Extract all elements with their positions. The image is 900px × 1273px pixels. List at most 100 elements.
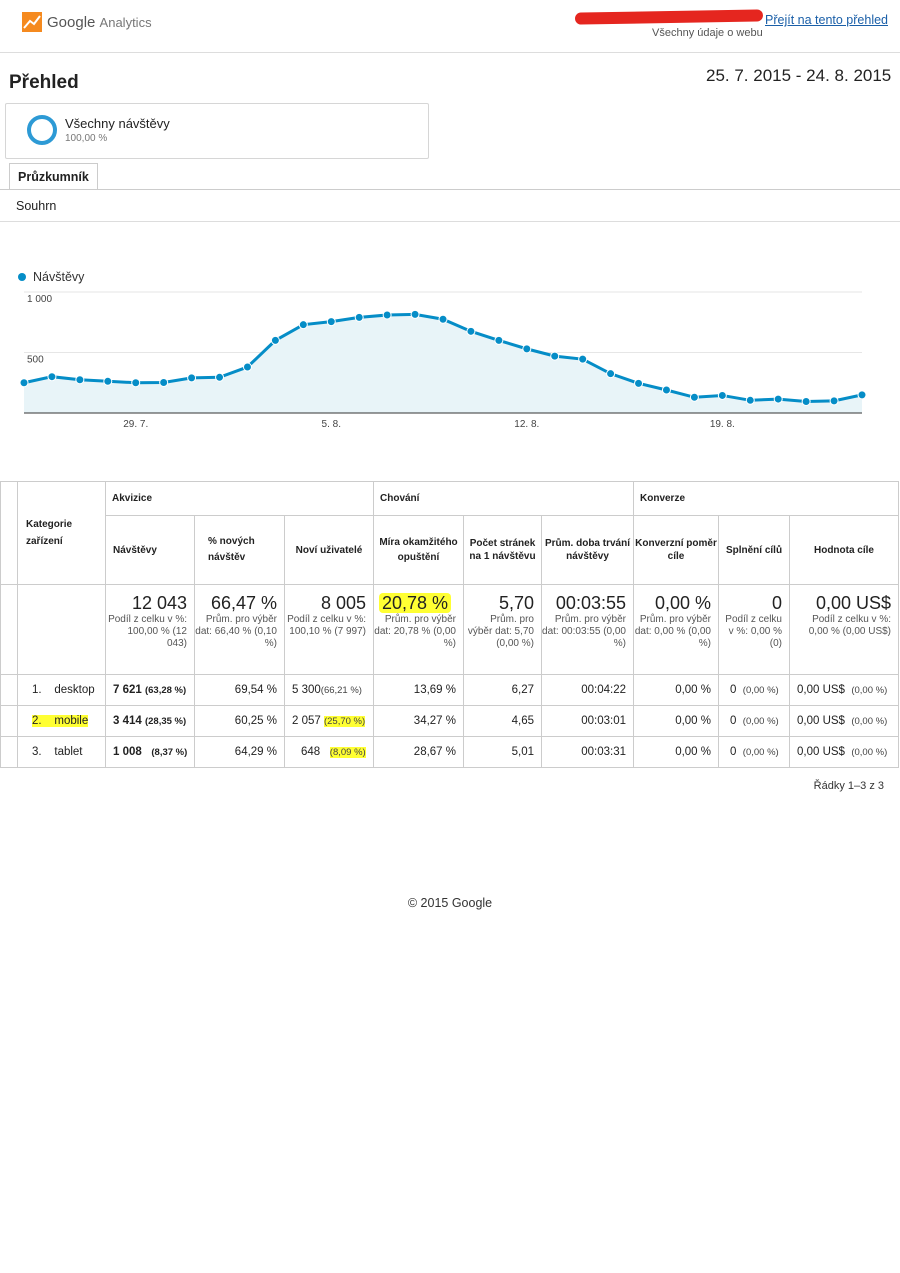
row-splneni: 0 — [730, 746, 737, 758]
summary-hodnota-sub: Podíl z celku v %: 0,00 % (0,00 US$) — [808, 614, 891, 637]
segment-card[interactable]: Všechny návštěvy 100,00 % — [5, 103, 429, 159]
row-konv: 0,00 % — [633, 705, 719, 737]
chart-point — [634, 378, 644, 388]
logo-subtext: Analytics — [99, 14, 152, 30]
device-category-table: Kategorie zařízení Akvizice Chování Konv… — [0, 481, 899, 768]
col-konverzni-pomer[interactable]: Konverzní poměr cíle — [633, 515, 719, 585]
view-scope-label: Všechny údaje o webu — [652, 27, 763, 39]
row-hodnota: 0,00 US$ — [797, 715, 845, 727]
row-doba: 00:03:01 — [541, 705, 634, 737]
col-novi-uzivatele[interactable]: Noví uživatelé — [284, 515, 374, 585]
logo-text: Google — [47, 13, 96, 31]
row-number: 2. — [32, 715, 42, 727]
summary-hodnota: 0,00 US$ — [815, 593, 891, 613]
chart-point — [522, 344, 532, 354]
row-category-link[interactable]: mobile — [54, 715, 89, 727]
col-navstevy[interactable]: Návštěvy — [105, 515, 195, 585]
row-novi: 648 — [301, 746, 321, 758]
date-range[interactable]: 25. 7. 2015 - 24. 8. 2015 — [706, 66, 892, 85]
col-splneni-cilu[interactable]: Splnění cílů — [718, 515, 790, 585]
summary-navstevy: 12 043 — [131, 593, 187, 613]
col-hodnota-cile[interactable]: Hodnota cíle — [789, 515, 899, 585]
group-akvizice: Akvizice — [105, 481, 374, 516]
col-doba-navstevy[interactable]: Prům. doba trvání návštěvy — [541, 515, 634, 585]
chart-point — [689, 392, 699, 402]
segment-name: Všechny návštěvy — [65, 116, 170, 131]
chart-point — [298, 320, 308, 330]
segment-percent: 100,00 % — [65, 133, 108, 144]
summary-nove-sub: Prům. pro výběr dat: 66,40 % (0,10 %) — [195, 614, 277, 649]
row-hodnota-pct: (0,00 %) — [851, 716, 888, 727]
chart-point — [773, 394, 783, 404]
col-pocet-stranek[interactable]: Počet stránek na 1 návštěvu — [463, 515, 542, 585]
chart-point — [326, 317, 336, 327]
summary-doba: 00:03:55 — [555, 593, 626, 613]
legend-label: Návštěvy — [33, 270, 85, 284]
chart-point — [131, 378, 141, 388]
row-splneni-pct: (0,00 %) — [742, 685, 779, 696]
chart-point — [578, 354, 588, 364]
x-tick-label: 12. 8. — [514, 419, 539, 430]
tab-pruzkumnik[interactable]: Průzkumník — [9, 163, 98, 190]
chart-point — [75, 375, 85, 385]
summary-row: 12 043 Podíl z celku v %: 100,00 % (12 04… — [0, 584, 899, 675]
chart-point — [270, 335, 280, 345]
col-nove-navstevy[interactable]: % nových návštěv — [194, 515, 285, 585]
summary-navstevy-sub: Podíl z celku v %: 100,00 % (12 043) — [108, 614, 187, 649]
summary-empty-cell — [0, 584, 18, 675]
summary-novi: 8 005 — [320, 593, 366, 613]
y-tick-label: 1 000 — [27, 294, 52, 305]
summary-mira: 20,78 % — [378, 593, 452, 613]
row-category-link[interactable]: tablet — [54, 746, 83, 758]
chart-point — [606, 369, 616, 379]
goto-report-link[interactable]: Přejít na tento přehled — [765, 13, 888, 27]
row-splneni-pct: (0,00 %) — [742, 716, 779, 727]
row-hodnota-pct: (0,00 %) — [851, 685, 888, 696]
row-novi: 2 057 — [292, 715, 321, 727]
tab-divider — [0, 189, 900, 190]
x-tick-label: 19. 8. — [710, 419, 735, 430]
row-number: 3. — [32, 746, 42, 758]
summary-nove: 66,47 % — [210, 593, 277, 613]
summary-subtab[interactable]: Souhrn — [16, 199, 57, 213]
summary-konv-sub: Prům. pro výběr dat: 0,00 % (0,00 %) — [634, 614, 711, 649]
chart-point — [829, 396, 839, 406]
row-doba: 00:03:31 — [541, 736, 634, 768]
row-category-link[interactable]: desktop — [54, 684, 95, 696]
table-corner — [0, 481, 18, 585]
chart-point — [187, 373, 197, 383]
chart-legend[interactable]: Návštěvy — [18, 270, 84, 284]
row-splneni-pct: (0,00 %) — [742, 747, 779, 758]
visits-line-chart: 500 1 000 29. 7. 5. 8. 12. 8. 19. 8. — [19, 291, 867, 430]
table-row[interactable]: 1. desktop 7 621 (63,28 %) 69,54 % 5 300… — [0, 674, 899, 706]
row-hodnota: 0,00 US$ — [797, 684, 845, 696]
row-hodnota: 0,00 US$ — [797, 746, 845, 758]
row-mira: 34,27 % — [373, 705, 464, 737]
chart-point — [857, 390, 867, 400]
redacted-account-name — [574, 9, 764, 25]
row-pocet: 4,65 — [463, 705, 542, 737]
row-splneni: 0 — [730, 684, 737, 696]
chart-point — [745, 395, 755, 405]
table-row[interactable]: 3. tablet 1 008 (8,37 %) 64,29 % 648 (8,… — [0, 736, 899, 768]
summary-mira-sub: Prům. pro výběr dat: 20,78 % (0,00 %) — [374, 614, 456, 649]
analytics-logo-icon — [22, 12, 42, 32]
google-analytics-logo[interactable]: Google Analytics — [22, 12, 152, 32]
chart-point — [550, 351, 560, 361]
summary-splneni: 0 — [771, 593, 782, 613]
summary-pocet: 5,70 — [498, 593, 534, 613]
row-novi-pct: (8,09 %) — [329, 747, 366, 758]
chart-point — [717, 390, 727, 400]
table-row[interactable]: 2. mobile 3 414 (28,35 %) 60,25 % 2 057 … — [0, 705, 899, 737]
row-konv: 0,00 % — [633, 674, 719, 706]
col-mira-opusteni[interactable]: Míra okamžitého opuštění — [373, 515, 464, 585]
rows-info: Řádky 1–3 z 3 — [813, 780, 884, 792]
row-navstevy: 3 414 — [113, 715, 142, 727]
x-tick-label: 5. 8. — [322, 419, 341, 430]
col-kategorie[interactable]: Kategorie zařízení — [17, 481, 106, 585]
chart-point — [382, 310, 392, 320]
row-navstevy-pct: (63,28 %) — [144, 685, 187, 696]
chart-point — [354, 312, 364, 322]
row-mira: 13,69 % — [373, 674, 464, 706]
row-navstevy-pct: (8,37 %) — [151, 747, 188, 758]
